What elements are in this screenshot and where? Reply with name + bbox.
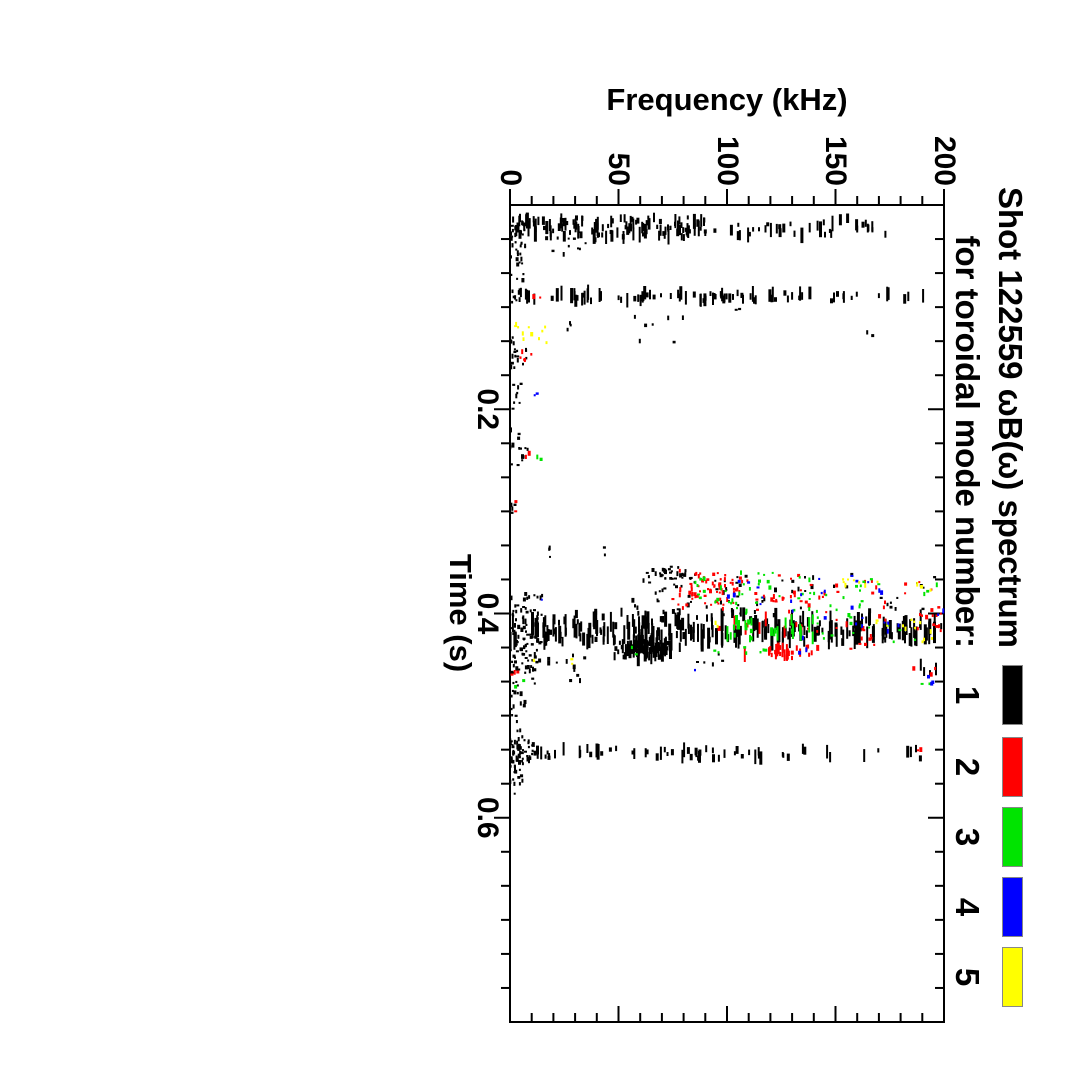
y-tick-label: 200 <box>928 135 961 186</box>
legend-label-5: 5 <box>949 967 986 987</box>
plot-title-line2: for toroidal mode number: <box>949 235 986 649</box>
legend-swatch-1 <box>1002 665 1023 725</box>
mode-3-points <box>514 454 938 689</box>
y-tick-label: 150 <box>819 135 853 186</box>
y-tick-label: 0 <box>494 169 527 186</box>
y-tick-label: 100 <box>711 135 744 186</box>
legend-label-4: 4 <box>949 897 986 917</box>
plot-title-line1: Shot 122559 ωB(ω) spectrum <box>992 186 1029 648</box>
legend-label-2: 2 <box>949 757 986 777</box>
mode-2-points <box>510 294 942 753</box>
legend-swatch-2 <box>1002 737 1023 797</box>
legend-label-3: 3 <box>949 827 986 847</box>
x-tick-label: 0.6 <box>471 796 504 839</box>
legend-swatch-5 <box>1002 947 1023 1007</box>
legend-swatch-4 <box>1002 877 1023 937</box>
x-tick-label: 0.4 <box>471 592 504 635</box>
legend-swatch-3 <box>1002 807 1023 867</box>
y-tick-label: 50 <box>602 152 636 186</box>
mode-5-points <box>514 321 933 665</box>
legend-label-1: 1 <box>949 685 986 705</box>
x-tick-label: 0.2 <box>471 388 504 431</box>
mode-4-points <box>533 392 945 686</box>
mode-1-points <box>509 212 943 795</box>
